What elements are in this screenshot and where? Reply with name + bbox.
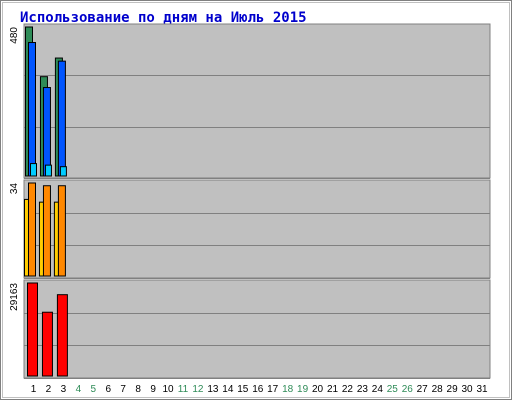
panel-background bbox=[23, 23, 491, 179]
x-tick-label: 19 bbox=[297, 384, 309, 395]
bar-day-2-series-1 bbox=[41, 311, 53, 377]
x-tick-label: 4 bbox=[76, 384, 82, 395]
x-tick-label: 17 bbox=[267, 384, 279, 395]
x-tick-label: 16 bbox=[252, 384, 264, 395]
x-tick-label: 12 bbox=[192, 384, 204, 395]
bar-day-3-series-2 bbox=[57, 60, 66, 177]
x-tick-label: 9 bbox=[150, 384, 156, 395]
panel-1: 480 bbox=[9, 23, 491, 179]
x-tick-label: 7 bbox=[120, 384, 126, 395]
x-axis: 1 2 3 4 5 6 7 8 9 10 11 12 13 14 15 16 17 18 19 20 21 22 23 24 2… bbox=[31, 384, 488, 395]
chart-panels: 480 34 29163 bbox=[9, 23, 491, 379]
x-tick-label: 1 bbox=[31, 384, 37, 395]
x-tick-label: 2 bbox=[46, 384, 52, 395]
bar-day-1-series-2 bbox=[28, 42, 36, 177]
x-tick-label: 13 bbox=[207, 384, 219, 395]
x-tick-label: 15 bbox=[237, 384, 249, 395]
bar-day-2-series-2 bbox=[42, 87, 51, 177]
x-tick-label: 26 bbox=[402, 384, 414, 395]
bar-day-2-series-2 bbox=[42, 185, 51, 277]
bar-day-2-series-3 bbox=[44, 164, 52, 177]
panel-max-label: 34 bbox=[9, 183, 20, 195]
bar-day-1-series-3 bbox=[30, 163, 37, 177]
x-tick-label: 23 bbox=[357, 384, 369, 395]
x-tick-label: 6 bbox=[105, 384, 111, 395]
panel-max-label: 29163 bbox=[9, 283, 20, 311]
panel-max-label: 480 bbox=[9, 27, 20, 44]
bar-day-1-series-1 bbox=[27, 282, 38, 377]
x-tick-label: 28 bbox=[432, 384, 444, 395]
bar-day-3-series-2 bbox=[57, 185, 66, 277]
bar-day-3-series-1 bbox=[56, 294, 68, 377]
x-tick-label: 10 bbox=[162, 384, 174, 395]
x-tick-label: 8 bbox=[135, 384, 141, 395]
x-tick-label: 25 bbox=[387, 384, 399, 395]
x-tick-label: 24 bbox=[372, 384, 384, 395]
x-tick-label: 18 bbox=[282, 384, 294, 395]
x-tick-label: 29 bbox=[447, 384, 459, 395]
x-tick-label: 3 bbox=[61, 384, 67, 395]
x-tick-label: 27 bbox=[417, 384, 429, 395]
panel-2: 34 bbox=[9, 179, 491, 279]
x-tick-label: 20 bbox=[312, 384, 324, 395]
x-tick-label: 30 bbox=[461, 384, 473, 395]
x-tick-label: 14 bbox=[222, 384, 234, 395]
panel-background bbox=[23, 179, 491, 279]
x-tick-label: 22 bbox=[342, 384, 354, 395]
chart-title: Использование по дням на Июль 2015 bbox=[20, 10, 307, 26]
x-tick-label: 31 bbox=[476, 384, 488, 395]
bar-day-3-series-3 bbox=[59, 166, 67, 177]
panel-3: 29163 bbox=[9, 279, 491, 379]
bar-day-1-series-2 bbox=[28, 182, 36, 277]
x-tick-label: 11 bbox=[178, 384, 189, 395]
x-tick-label: 21 bbox=[327, 384, 339, 395]
panel-background bbox=[23, 279, 491, 379]
x-tick-label: 5 bbox=[91, 384, 97, 395]
